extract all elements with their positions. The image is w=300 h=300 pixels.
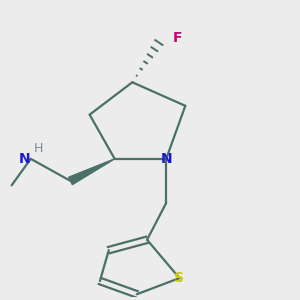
Text: F: F xyxy=(173,31,183,45)
Text: H: H xyxy=(33,142,43,155)
Text: S: S xyxy=(174,271,184,285)
Polygon shape xyxy=(69,159,115,184)
Text: N: N xyxy=(160,152,172,166)
Text: N: N xyxy=(19,152,31,166)
